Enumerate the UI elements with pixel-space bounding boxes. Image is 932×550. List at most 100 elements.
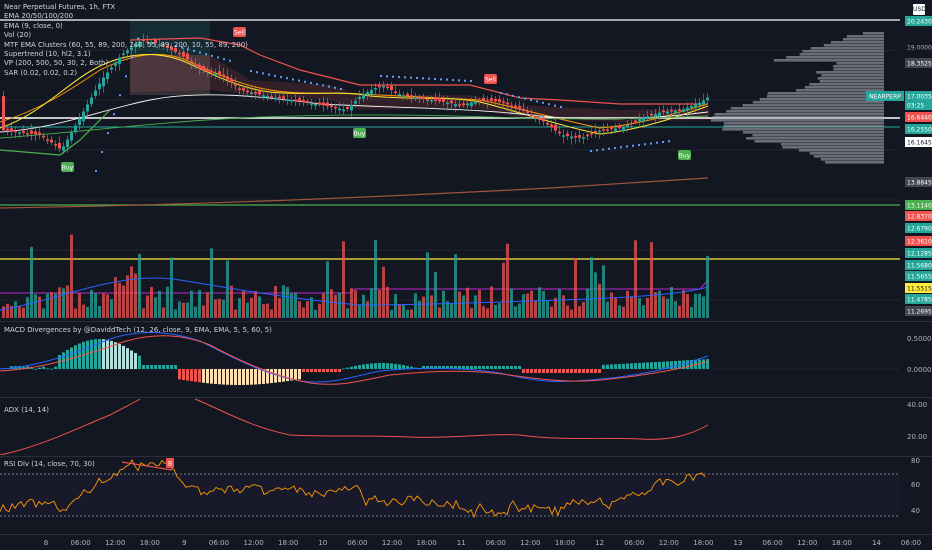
macd-bar [466, 366, 469, 369]
legend-ema9[interactable]: EMA (9, close, 0) [4, 21, 63, 30]
volume-bar [474, 295, 477, 318]
candle [46, 139, 49, 141]
macd-bar [666, 361, 669, 369]
macd-bar [46, 368, 49, 370]
candle [142, 39, 145, 41]
volume-profile-row [799, 53, 884, 56]
macd-bar [250, 369, 253, 385]
volume-bar [694, 293, 697, 318]
candle [14, 130, 17, 133]
candle [666, 111, 669, 114]
volume-bar [278, 298, 281, 318]
volume-bar [42, 308, 45, 318]
candle [650, 113, 653, 116]
volume-profile-row [722, 128, 884, 131]
volume-bar [554, 297, 557, 318]
macd-panel[interactable]: 0.5000 0.0000 [0, 321, 932, 396]
time-tick: 06:00 [486, 539, 506, 547]
volume-bar [638, 298, 641, 318]
adx-panel[interactable]: 40.00 20.00 [0, 397, 932, 455]
sar-dot [340, 88, 342, 90]
legend-vp[interactable]: VP (200, 500, 50, 30, 2, Both) [4, 59, 109, 68]
svg-text:Sell: Sell [234, 30, 245, 37]
volume-profile-row [796, 89, 884, 92]
candle [534, 116, 537, 118]
candle [398, 94, 401, 96]
price-badge: 17.0035 [905, 91, 932, 101]
candle [402, 95, 405, 97]
rsi-title[interactable]: RSI Div (14, close, 70, 30) [4, 460, 95, 468]
volume-profile-row [862, 32, 884, 35]
volume-profile-row [752, 134, 884, 137]
macd-bar [370, 363, 373, 369]
candle [230, 78, 233, 83]
supertrend-up-line [0, 109, 111, 156]
macd-bar [154, 365, 157, 369]
volume-bar [186, 302, 189, 318]
volume-bar [682, 290, 685, 318]
candle [358, 97, 361, 99]
sar-dot [193, 49, 195, 52]
legend-mtf-ema[interactable]: MTF EMA Clusters (60, 55, 89, 200, 240, … [4, 40, 248, 49]
volume-bar [206, 292, 209, 318]
legend-supertrend[interactable]: Supertrend (10, hl2, 3.1) [4, 49, 91, 58]
candle [266, 96, 269, 98]
volume-bar [402, 304, 405, 318]
time-tick: 18:00 [693, 539, 713, 547]
volume-bar [530, 290, 533, 318]
candle [462, 103, 465, 106]
volume-bar [582, 302, 585, 318]
macd-bar [326, 369, 329, 372]
candle [406, 93, 409, 96]
macd-bar [582, 369, 585, 373]
adx-title[interactable]: ADX (14, 14) [4, 406, 49, 414]
volume-bar [238, 298, 241, 318]
candle [298, 98, 301, 102]
volume-bar [542, 290, 545, 318]
volume-bar [686, 294, 689, 318]
legend-sar[interactable]: SAR (0.02, 0.02, 0.2) [4, 68, 78, 77]
volume-bar [642, 305, 645, 318]
macd-bar [342, 368, 345, 370]
time-tick: 18:00 [140, 539, 160, 547]
macd-bar [358, 365, 361, 369]
sar-dot [620, 146, 622, 149]
price-chart[interactable]: Buy Buy Buy Sell Sell NEARPERP 20.2430 19… [0, 0, 932, 320]
volume-bar [618, 305, 621, 318]
volume-bar [134, 273, 137, 318]
sar-dot [316, 83, 318, 86]
macd-title[interactable]: MACD Divergences by @DaviddTech (12, 26,… [4, 326, 272, 334]
macd-bar [406, 365, 409, 369]
candle [350, 105, 353, 111]
sar-dot [292, 78, 294, 81]
time-axis[interactable]: 8 06:00 12:00 18:00 9 06:00 12:00 18:00 10 06:00 1… [0, 534, 932, 550]
volume-profile-row [810, 47, 884, 50]
candle [154, 39, 157, 44]
volume-bar [658, 290, 661, 318]
volume-bar [130, 266, 133, 318]
sar-dot [410, 76, 412, 79]
currency-button[interactable]: USD [913, 4, 926, 15]
candle [130, 47, 133, 51]
candle [18, 132, 21, 134]
macd-bar [542, 369, 545, 373]
sar-dot [656, 141, 658, 144]
sar-dot [125, 75, 127, 78]
volume-bar [434, 271, 437, 318]
candle [74, 125, 77, 133]
macd-bar [94, 339, 97, 369]
candle [538, 118, 541, 121]
volume-profile-row [813, 155, 884, 158]
volume-bar [54, 293, 57, 318]
macd-bar [290, 369, 293, 381]
macd-bar [238, 369, 241, 385]
sar-dot [262, 72, 264, 75]
candle [674, 110, 677, 114]
macd-bar [118, 343, 121, 369]
volume-profile-row [723, 125, 884, 128]
legend-ema[interactable]: EMA 20/50/100/200 [4, 12, 74, 21]
macd-bar [550, 369, 553, 373]
volume-profile-row [726, 110, 884, 113]
legend-vol[interactable]: Vol (20) [4, 31, 32, 40]
rsi-panel[interactable]: B 80 60 40 [0, 456, 932, 534]
